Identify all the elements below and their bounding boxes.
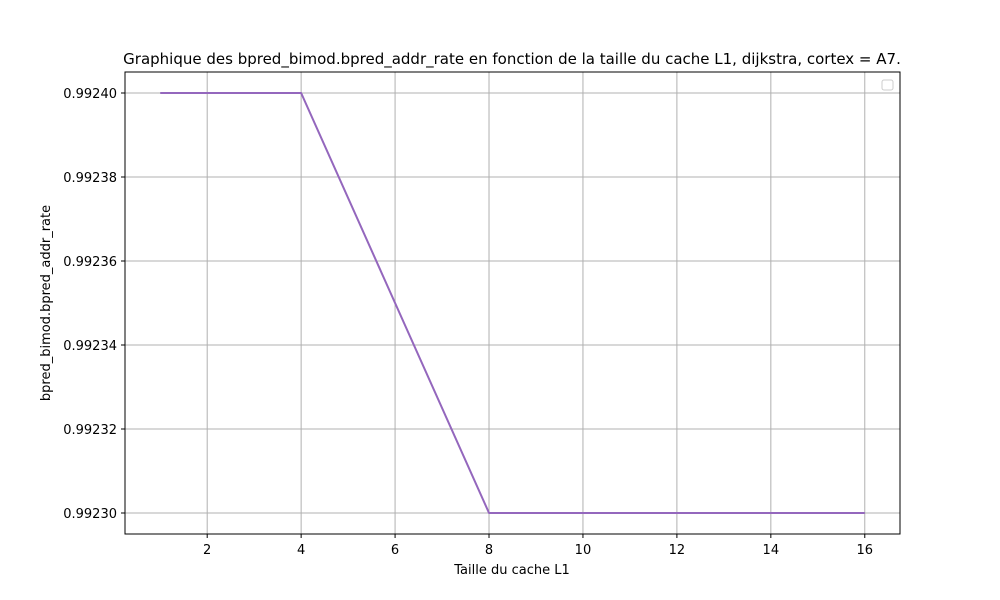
x-tick-label: 12: [669, 543, 686, 558]
x-tick-label: 14: [763, 543, 780, 558]
series-layer: [160, 92, 865, 514]
y-tick-label: 0.99236: [63, 255, 117, 270]
chart-title: Graphique des bpred_bimod.bpred_addr_rat…: [123, 50, 901, 69]
x-tick-label: 16: [856, 543, 873, 558]
y-axis: 0.99230 0.99232 0.99234 0.99236 0.99238 0.992…: [63, 87, 125, 522]
plot-frame: [124, 71, 901, 535]
y-tick-label: 0.99234: [63, 339, 117, 354]
y-tick-label: 0.99230: [63, 507, 117, 522]
legend-box: [881, 79, 894, 91]
series-line: [160, 92, 865, 514]
y-tick-label: 0.99238: [63, 171, 117, 186]
y-tick-label: 0.99232: [63, 423, 117, 438]
x-axis: 2 4 6 8 10 12 14 16: [203, 534, 873, 558]
y-tick-label: 0.99240: [63, 87, 117, 102]
grid: [125, 72, 900, 534]
x-tick-label: 2: [203, 543, 211, 558]
x-tick-label: 4: [297, 543, 305, 558]
x-tick-label: 8: [485, 543, 493, 558]
x-axis-label: Taille du cache L1: [453, 563, 570, 578]
legend: [881, 79, 894, 91]
x-tick-label: 6: [391, 543, 399, 558]
y-axis-label: bpred_bimod.bpred_addr_rate: [39, 205, 54, 401]
x-tick-label: 10: [575, 543, 592, 558]
